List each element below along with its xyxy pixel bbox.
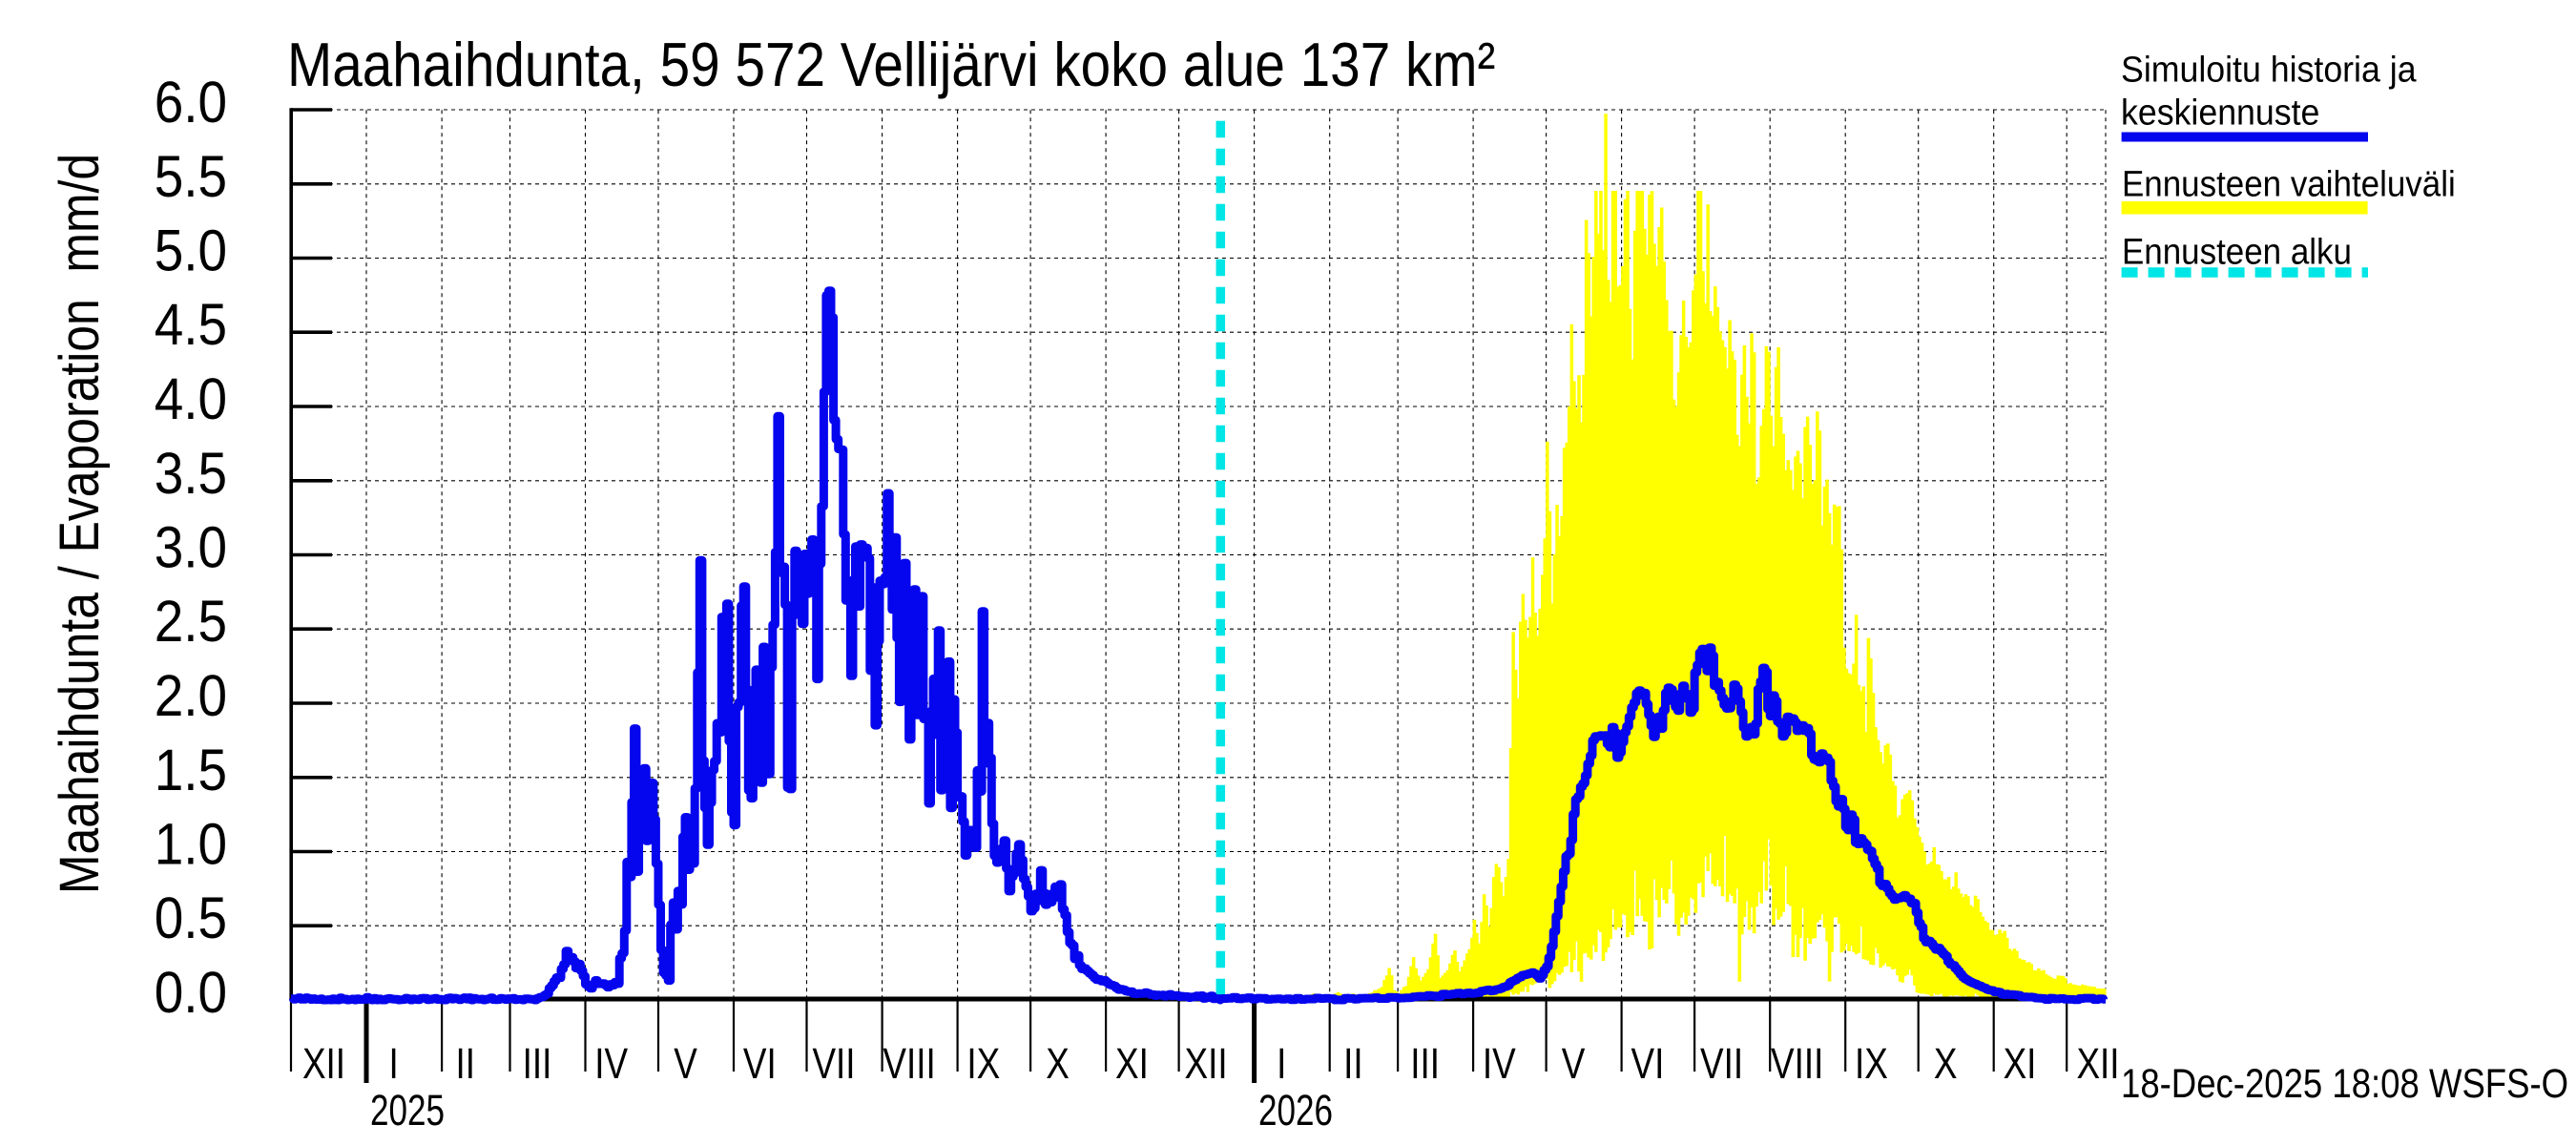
svg-text:VIII: VIII <box>883 1040 935 1088</box>
svg-text:III: III <box>523 1040 552 1088</box>
svg-text:II: II <box>456 1040 475 1088</box>
svg-text:6.0: 6.0 <box>155 70 227 135</box>
svg-text:4.5: 4.5 <box>155 293 227 358</box>
svg-text:VI: VI <box>743 1040 777 1088</box>
svg-text:VI: VI <box>1631 1040 1664 1088</box>
svg-text:I: I <box>388 1040 398 1088</box>
svg-text:IX: IX <box>1855 1040 1888 1088</box>
svg-text:2.5: 2.5 <box>155 590 227 655</box>
svg-text:Maahaihdunta, 59 572 Vellijärv: Maahaihdunta, 59 572 Vellijärvi koko alu… <box>287 30 1495 98</box>
svg-text:IV: IV <box>594 1040 628 1088</box>
svg-text:VIII: VIII <box>1771 1040 1823 1088</box>
svg-text:3.5: 3.5 <box>155 441 227 506</box>
svg-text:1.0: 1.0 <box>155 812 227 877</box>
svg-text:Ennusteen vaihteluväli: Ennusteen vaihteluväli <box>2122 163 2456 204</box>
svg-text:XI: XI <box>1115 1040 1149 1088</box>
svg-text:VII: VII <box>1700 1040 1743 1088</box>
svg-text:0.0: 0.0 <box>155 960 227 1025</box>
svg-text:keskiennuste: keskiennuste <box>2121 92 2319 132</box>
svg-text:2.0: 2.0 <box>155 663 227 728</box>
svg-text:3.0: 3.0 <box>155 515 227 580</box>
svg-text:Ennusteen alku: Ennusteen alku <box>2122 231 2352 272</box>
svg-text:VII: VII <box>812 1040 855 1088</box>
svg-text:0.5: 0.5 <box>155 886 227 951</box>
svg-text:V: V <box>1562 1040 1586 1088</box>
svg-text:Maahaihdunta / Evaporation mm: Maahaihdunta / Evaporation mm/d <box>50 154 111 894</box>
svg-text:2026: 2026 <box>1258 1086 1333 1135</box>
svg-text:III: III <box>1410 1040 1440 1088</box>
svg-text:XII: XII <box>302 1040 345 1088</box>
svg-text:V: V <box>674 1040 697 1088</box>
svg-text:XII: XII <box>2076 1040 2119 1088</box>
svg-text:18-Dec-2025 18:08 WSFS-O: 18-Dec-2025 18:08 WSFS-O <box>2121 1061 2568 1106</box>
svg-text:II: II <box>1343 1040 1362 1088</box>
svg-text:4.0: 4.0 <box>155 366 227 431</box>
svg-text:5.0: 5.0 <box>155 219 227 283</box>
svg-text:1.5: 1.5 <box>155 738 227 802</box>
svg-text:5.5: 5.5 <box>155 144 227 209</box>
svg-text:X: X <box>1934 1040 1958 1088</box>
svg-text:XI: XI <box>2004 1040 2037 1088</box>
svg-text:2025: 2025 <box>370 1086 445 1135</box>
svg-text:I: I <box>1277 1040 1286 1088</box>
svg-text:IV: IV <box>1483 1040 1516 1088</box>
svg-text:X: X <box>1046 1040 1070 1088</box>
svg-text:IX: IX <box>966 1040 1000 1088</box>
svg-text:XII: XII <box>1185 1040 1228 1088</box>
svg-text:Simuloitu historia ja: Simuloitu historia ja <box>2121 49 2417 89</box>
